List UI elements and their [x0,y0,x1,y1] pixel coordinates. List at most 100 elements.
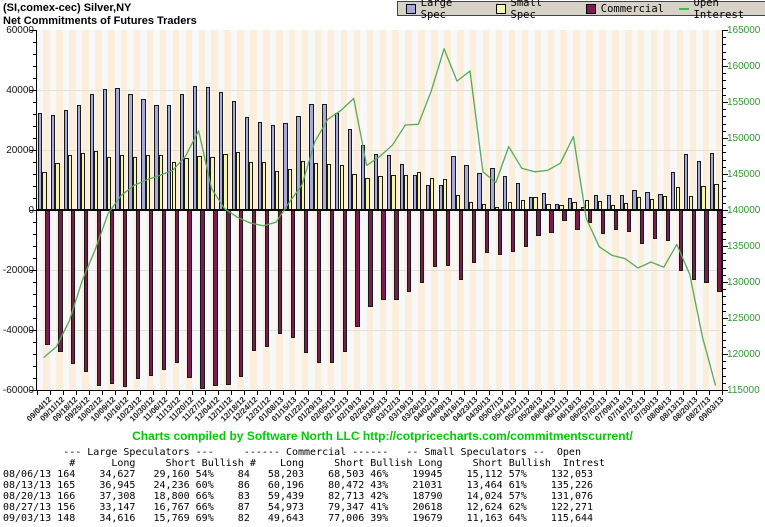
table-row: 09/03/13 148 34,616 15,769 69% 82 49,643… [3,513,594,524]
right-axis-tick [723,217,726,219]
box-swatch-icon [495,3,506,14]
left-axis-tick [30,210,36,211]
table-row: 08/06/13 164 34,627 29,160 54% 84 58,203… [3,469,594,480]
x-axis-tick [592,390,594,395]
x-axis-tick [579,390,581,395]
right-axis-tick [723,267,726,269]
right-axis-tick [723,66,728,67]
x-axis-tick [722,390,723,395]
bar-small-spec [68,155,73,210]
x-axis-tick [114,390,116,395]
bar-commercial [174,210,179,363]
right-axis-tick [723,296,726,298]
left-axis-tick [33,42,36,43]
left-axis-tick [30,90,36,91]
x-axis-tick [62,390,64,395]
right-axis-tick [723,346,726,348]
x-axis-tick [308,390,310,395]
bar-commercial [122,210,128,387]
bar-commercial [639,210,645,244]
bar-commercial [226,210,231,385]
bar-commercial [58,210,63,353]
bar-commercial [704,210,709,284]
bar-small-spec [55,163,60,210]
bar-small-spec [378,176,383,210]
bar-commercial [71,210,76,365]
x-axis-tick [631,390,633,395]
bar-commercial [200,210,205,389]
right-axis-tick [723,238,726,240]
chart-title-subtitle: Net Commitments of Futures Traders [3,15,197,27]
x-axis-tick [528,390,530,395]
left-axis-tick [33,66,36,67]
right-axis-tick [723,210,728,211]
bar-commercial [445,210,451,267]
bar-commercial [588,210,593,224]
legend-label: Small Spec [510,0,543,21]
bar-commercial [84,210,89,372]
legend-label: Large Spec [420,0,453,21]
right-axis-label: 165000 [727,25,761,36]
bar-small-spec [158,155,163,210]
right-axis-tick [723,174,728,175]
cot-data-table: --- Large Speculators --- ------ Commerc… [3,447,605,524]
x-axis-tick [489,390,491,395]
bar-small-spec [417,172,422,210]
right-axis-tick [723,224,726,226]
right-axis-tick [723,253,726,255]
right-axis-tick [723,51,726,53]
x-axis-tick [166,390,168,395]
bar-commercial [187,210,192,379]
bar-small-spec [688,195,693,210]
bar-small-spec [391,174,396,210]
box-swatch-icon [585,3,596,14]
bar-commercial [510,210,515,252]
table-row: 08/13/13 165 36,945 24,236 60% 86 60,196… [3,480,594,491]
bar-small-spec [442,178,448,210]
left-axis-tick [33,246,36,247]
right-axis-tick [723,202,726,204]
left-axis-label: 0 [28,205,34,216]
right-axis-tick [723,181,726,183]
x-axis-tick [269,390,271,395]
x-axis-tick [696,390,698,395]
right-axis-tick [723,123,726,125]
left-axis-tick [33,378,36,379]
x-axis-tick [37,390,38,395]
bar-commercial [433,210,438,268]
right-axis-spine [722,30,723,391]
x-axis-tick [140,390,142,395]
x-axis-tick [424,390,426,395]
bar-commercial [691,210,696,280]
bar-commercial [549,210,554,234]
left-axis-tick [33,102,36,103]
right-axis-tick [723,282,728,283]
bar-small-spec [287,168,293,210]
bar-small-spec [313,162,318,210]
bar-commercial [252,210,257,351]
right-axis-tick [723,159,726,161]
x-axis-tick [373,390,375,395]
line-swatch-icon [678,7,689,10]
left-axis-tick [33,222,36,223]
left-axis-tick [33,54,36,55]
bar-small-spec [145,154,150,210]
bar-small-spec [365,178,370,210]
right-axis-label: 155000 [727,97,761,108]
grid-line [37,150,722,151]
legend-item-open-interest: Open Interest [678,0,765,21]
legend-item-large-spec: Large Spec [406,0,481,21]
x-axis-tick [709,390,711,395]
bar-small-spec [430,177,435,210]
box-swatch-icon [406,3,416,14]
bar-small-spec [339,165,344,210]
right-axis-tick [723,354,728,355]
right-axis-tick [723,274,726,276]
left-axis-tick [33,114,36,115]
right-axis-tick [723,318,728,319]
left-axis-tick [33,138,36,139]
right-axis-tick [723,30,728,31]
right-axis-tick [723,231,726,233]
bar-commercial [471,210,477,264]
bar-commercial [394,210,399,300]
